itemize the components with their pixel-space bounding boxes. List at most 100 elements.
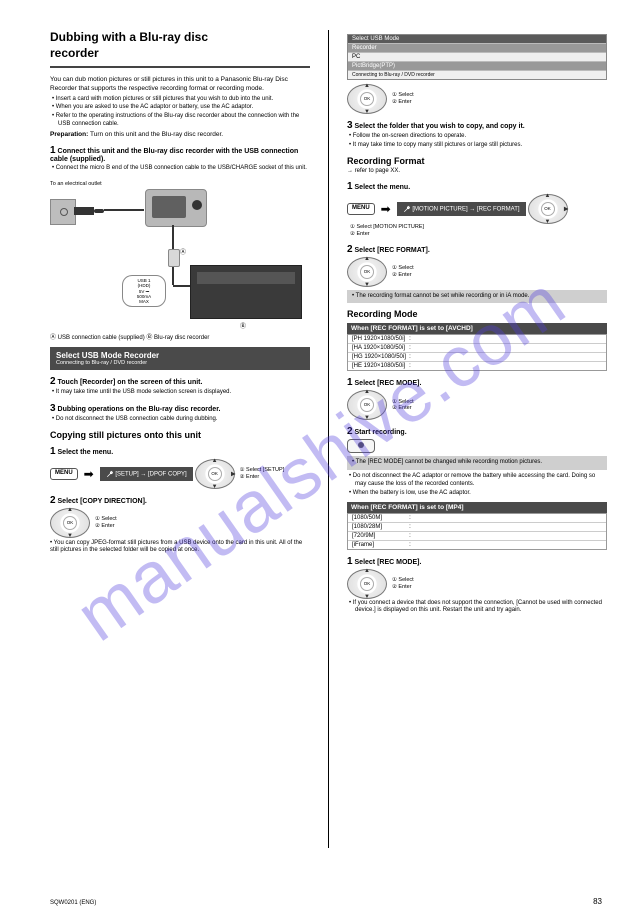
note: • It may take time to copy many still pi… — [355, 142, 607, 150]
step-text: Select [REC FORMAT]. — [355, 247, 430, 254]
prep-label: Preparation: — [50, 131, 88, 138]
option-sub: Connecting to Blu-ray / DVD recorder — [348, 71, 606, 79]
page-title-2: recorder — [50, 46, 310, 60]
step-text: Select [COPY DIRECTION]. — [58, 498, 147, 505]
format-row: [1080/28M]: — [348, 523, 606, 532]
recmode-step-1: 1 Select [REC MODE]. — [347, 377, 607, 388]
recformat-step-1: 1 Select the menu. — [347, 181, 607, 192]
step-number: 2 — [50, 376, 56, 387]
right-step-3: 3 Select the folder that you wish to cop… — [347, 120, 607, 131]
footnote: • Do not disconnect the AC adaptor or re… — [355, 473, 607, 489]
menu-path-row: MENU ➡ [MOTION PICTURE] → [REC FORMAT] ▲… — [347, 194, 607, 237]
intro-bullet: • Insert a card with motion pictures or … — [58, 96, 310, 104]
step-number: 2 — [347, 426, 353, 437]
rec-format-heading: Recording Format — [347, 156, 607, 166]
step-text: Select [REC MODE]. — [355, 559, 422, 566]
ok-dial-icon[interactable]: ▲▼ — [347, 257, 387, 287]
step-number: 3 — [50, 403, 56, 414]
copy-step-1: 1 Select the menu. — [50, 446, 310, 457]
ok-dial-icon[interactable]: ▲▼ — [347, 84, 387, 114]
step-text: Select the menu. — [355, 184, 411, 191]
option-pictbridge[interactable]: PictBridge(PTP) — [348, 62, 606, 71]
format-avchd-block: When [REC FORMAT] is set to [AVCHD] [PH … — [347, 323, 607, 371]
record-dot-icon — [358, 442, 364, 448]
arrow-right-icon: ➡ — [84, 467, 94, 481]
dial-callout: ① Select② Enter — [95, 516, 117, 529]
menu-button[interactable]: MENU — [50, 468, 78, 480]
ok-dial-icon[interactable]: ▲▼ — [347, 390, 387, 420]
footnote: • When the battery is low, use the AC ad… — [355, 490, 607, 498]
record-button[interactable] — [347, 439, 375, 453]
step-bullet: • It may take time until the USB mode se… — [58, 389, 310, 397]
camera-icon — [145, 189, 207, 227]
format-row: [PH 1920×1080/50i]: — [348, 335, 606, 344]
ok-dial-icon[interactable]: ▲▼ — [50, 508, 90, 538]
dial-callout: ① Select② Enter — [392, 577, 414, 590]
format-head: When [REC FORMAT] is set to [MP4] — [347, 502, 607, 513]
menu-motion-strip: [MOTION PICTURE] → [REC FORMAT] — [397, 202, 526, 216]
format-row: [HA 1920×1080/50i]: — [348, 344, 606, 353]
recorder-icon — [190, 265, 302, 319]
option-pc[interactable]: PC — [348, 53, 606, 62]
step-text: Touch [Recorder] on the screen of this u… — [58, 379, 203, 386]
step-bullet: • Connect the micro B end of the USB con… — [58, 165, 310, 173]
step-number: 2 — [50, 495, 56, 506]
footnote: • If you connect a device that does not … — [355, 600, 607, 616]
subsection-heading: Copying still pictures onto this unit — [50, 430, 310, 440]
ok-dial-icon[interactable]: ▲▼▶ — [195, 459, 235, 489]
dial-callout: ① Select [SETUP]② Enter — [240, 467, 285, 480]
wrench-icon — [106, 470, 114, 478]
arrow-right-icon: ➡ — [381, 202, 391, 216]
grey-note: • The recording format cannot be set whi… — [347, 290, 607, 304]
format-row: [iFrame]: — [348, 541, 606, 549]
dial-row: ▲▼ ① Select② Enter — [347, 84, 607, 114]
step-2: 2 Touch [Recorder] on the screen of this… — [50, 376, 310, 387]
step-1: 1 Connect this unit and the Blu-ray disc… — [50, 145, 310, 163]
recformat-step-2: 2 Select [REC FORMAT]. — [347, 244, 607, 255]
note: • Follow the on-screen directions to ope… — [355, 133, 607, 141]
step-number: 1 — [50, 145, 56, 156]
ac-plug-icon — [74, 207, 94, 215]
menu-strip-text: [SETUP] → [DPOF COPY] — [115, 471, 186, 477]
bar-title: Select USB Mode Recorder — [56, 351, 304, 360]
step-text: Dubbing operations on the Blu-ray disc r… — [58, 406, 221, 413]
rec-mode-heading: Recording Mode — [347, 309, 607, 319]
dial-row: ▲▼ ① Select② Enter — [347, 390, 607, 420]
format-row: [HE 1920×1080/50i]: — [348, 362, 606, 370]
callout-b: Ⓑ — [240, 321, 246, 330]
preparation: Preparation: Turn on this unit and the B… — [50, 131, 310, 140]
intro-bullet: • Refer to the operating instructions of… — [58, 113, 310, 129]
option-recorder[interactable]: Recorder — [348, 44, 606, 53]
dial-row: ▲▼ ① Select② Enter — [347, 257, 607, 287]
step-number: 2 — [347, 244, 353, 255]
step-bullet: • Do not disconnect the USB connection c… — [58, 416, 310, 424]
divider — [50, 66, 310, 68]
ok-dial-icon[interactable]: ▲▼ — [347, 569, 387, 599]
page-title: Dubbing with a Blu-ray disc — [50, 30, 310, 44]
menu-button[interactable]: MENU — [347, 203, 375, 215]
page-number: 83 — [593, 897, 602, 906]
intro-text: You can dub motion pictures or still pic… — [50, 76, 310, 94]
format-head: When [REC FORMAT] is set to [AVCHD] — [347, 323, 607, 334]
step-number: 1 — [50, 446, 56, 457]
menu-setup-strip: [SETUP] → [DPOF COPY] — [100, 467, 193, 481]
dial-row: ▲▼ ① Select② Enter — [347, 569, 607, 599]
step-number: 3 — [347, 120, 353, 131]
recmode2-step-1: 1 Select [REC MODE]. — [347, 556, 607, 567]
recmode-step-2: 2 Start recording. — [347, 426, 607, 437]
right-column: Select USB Mode Recorder PC PictBridge(P… — [328, 30, 607, 848]
copy-step-2: 2 Select [COPY DIRECTION]. — [50, 495, 310, 506]
option-header: Select USB Mode — [348, 35, 606, 44]
step-number: 1 — [347, 377, 353, 388]
ok-dial-icon[interactable]: ▲▼▶ — [528, 194, 568, 224]
wrench-icon — [403, 205, 411, 213]
cable-icon — [173, 285, 191, 287]
menu-strip-text: [MOTION PICTURE] → [REC FORMAT] — [412, 207, 519, 213]
copy-note: • You can copy JPEG-format still picture… — [50, 540, 310, 556]
dial-callout: ① Select② Enter — [392, 399, 414, 412]
diagram-legend: Ⓐ USB connection cable (supplied) Ⓑ Blu-… — [50, 335, 310, 343]
usb-mode-options: Select USB Mode Recorder PC PictBridge(P… — [347, 34, 607, 80]
connection-diagram: To an electrical outlet USB 1(HDD)5V ⎓50… — [50, 179, 310, 329]
dial-callout: ① Select [MOTION PICTURE]② Enter — [350, 224, 424, 237]
wall-outlet-icon — [50, 199, 76, 225]
